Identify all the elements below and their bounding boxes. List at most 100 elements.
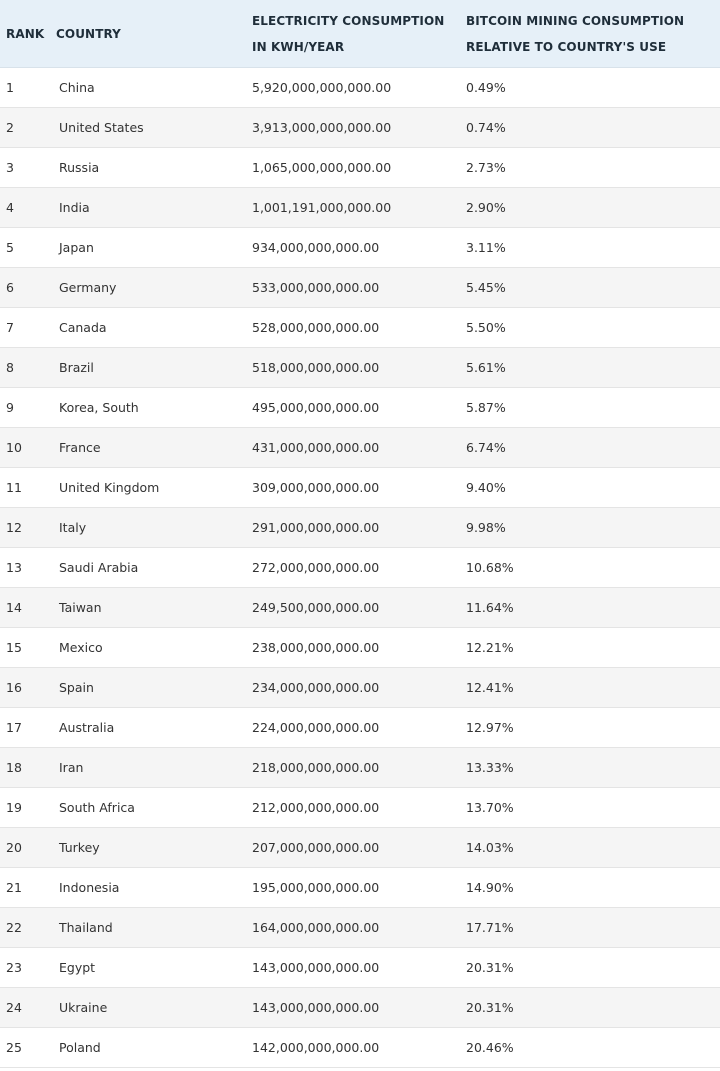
electricity-cell: 195,000,000,000.00 [252, 880, 380, 895]
bitcoin-share-cell: 17.71% [466, 920, 514, 935]
bitcoin-share-cell: 0.49% [466, 80, 506, 95]
rank-cell: 13 [6, 560, 22, 575]
country-cell: Canada [59, 320, 107, 335]
bitcoin-share-cell: 13.70% [466, 800, 514, 815]
bitcoin-share-cell: 20.46% [466, 1040, 514, 1055]
rank-cell: 25 [6, 1040, 22, 1055]
column-header-bitcoin-line1: BITCOIN MINING CONSUMPTION [466, 14, 685, 28]
country-cell: India [59, 200, 90, 215]
country-cell: Japan [59, 240, 94, 255]
bitcoin-share-cell: 5.61% [466, 360, 506, 375]
bitcoin-share-cell: 12.41% [466, 680, 514, 695]
electricity-cell: 533,000,000,000.00 [252, 280, 380, 295]
table-row: 11 United Kingdom 309,000,000,000.00 9.40% [0, 468, 720, 508]
bitcoin-share-cell: 5.50% [466, 320, 506, 335]
table-row: 12 Italy 291,000,000,000.00 9.98% [0, 508, 720, 548]
electricity-cell: 207,000,000,000.00 [252, 840, 380, 855]
table-row: 15 Mexico 238,000,000,000.00 12.21% [0, 628, 720, 668]
bitcoin-share-cell: 5.45% [466, 280, 506, 295]
country-cell: United States [59, 120, 144, 135]
table-row: 3 Russia 1,065,000,000,000.00 2.73% [0, 148, 720, 188]
table-row: 23 Egypt 143,000,000,000.00 20.31% [0, 948, 720, 988]
country-cell: Iran [59, 760, 84, 775]
rank-cell: 18 [6, 760, 22, 775]
table-row: 16 Spain 234,000,000,000.00 12.41% [0, 668, 720, 708]
table-row: 5 Japan 934,000,000,000.00 3.11% [0, 228, 720, 268]
rank-cell: 22 [6, 920, 22, 935]
country-cell: Indonesia [59, 880, 120, 895]
electricity-cell: 272,000,000,000.00 [252, 560, 380, 575]
rank-cell: 20 [6, 840, 22, 855]
bitcoin-share-cell: 5.87% [466, 400, 506, 415]
bitcoin-share-cell: 2.73% [466, 160, 506, 175]
rank-cell: 15 [6, 640, 22, 655]
country-cell: Australia [59, 720, 115, 735]
table-row: 4 India 1,001,191,000,000.00 2.90% [0, 188, 720, 228]
electricity-cell: 218,000,000,000.00 [252, 760, 380, 775]
column-header-electricity-line2: IN KWH/YEAR [252, 40, 345, 54]
rank-cell: 11 [6, 480, 22, 495]
table-row: 20 Turkey 207,000,000,000.00 14.03% [0, 828, 720, 868]
electricity-cell: 309,000,000,000.00 [252, 480, 380, 495]
rank-cell: 12 [6, 520, 22, 535]
country-cell: Egypt [59, 960, 96, 975]
column-header-rank-label: RANK [6, 26, 45, 41]
electricity-cell: 291,000,000,000.00 [252, 520, 380, 535]
rank-cell: 16 [6, 680, 22, 695]
table-row: 22 Thailand 164,000,000,000.00 17.71% [0, 908, 720, 948]
table-row: 9 Korea, South 495,000,000,000.00 5.87% [0, 388, 720, 428]
country-cell: Poland [59, 1040, 101, 1055]
rank-cell: 5 [6, 240, 14, 255]
electricity-cell: 224,000,000,000.00 [252, 720, 380, 735]
rank-cell: 23 [6, 960, 22, 975]
electricity-cell: 5,920,000,000,000.00 [252, 80, 392, 95]
electricity-cell: 212,000,000,000.00 [252, 800, 380, 815]
electricity-cell: 238,000,000,000.00 [252, 640, 380, 655]
electricity-cell: 1,065,000,000,000.00 [252, 160, 392, 175]
table-row: 10 France 431,000,000,000.00 6.74% [0, 428, 720, 468]
table-row: 13 Saudi Arabia 272,000,000,000.00 10.68% [0, 548, 720, 588]
bitcoin-share-cell: 14.90% [466, 880, 514, 895]
country-cell: China [59, 80, 95, 95]
bitcoin-share-cell: 20.31% [466, 1000, 514, 1015]
country-cell: Brazil [59, 360, 94, 375]
column-header-bitcoin: BITCOIN MINING CONSUMPTION RELATIVE TO C… [465, 0, 720, 67]
electricity-cell: 164,000,000,000.00 [252, 920, 380, 935]
rank-cell: 4 [6, 200, 14, 215]
rank-cell: 2 [6, 120, 14, 135]
country-cell: Taiwan [59, 600, 102, 615]
table-row: 1 China 5,920,000,000,000.00 0.49% [0, 68, 720, 108]
rank-cell: 6 [6, 280, 14, 295]
country-cell: Russia [59, 160, 100, 175]
rank-cell: 17 [6, 720, 22, 735]
country-cell: Turkey [59, 840, 100, 855]
electricity-cell: 495,000,000,000.00 [252, 400, 380, 415]
country-cell: Saudi Arabia [59, 560, 139, 575]
electricity-cell: 143,000,000,000.00 [252, 960, 380, 975]
column-header-electricity-line1: ELECTRICITY CONSUMPTION [252, 14, 445, 28]
table-header: RANK COUNTRY ELECTRICITY CONSUMPTION IN … [0, 0, 720, 68]
bitcoin-share-cell: 12.21% [466, 640, 514, 655]
electricity-cell: 249,500,000,000.00 [252, 600, 380, 615]
electricity-cell: 528,000,000,000.00 [252, 320, 380, 335]
rank-cell: 10 [6, 440, 22, 455]
country-cell: Spain [59, 680, 94, 695]
table-row: 24 Ukraine 143,000,000,000.00 20.31% [0, 988, 720, 1028]
rank-cell: 1 [6, 80, 14, 95]
column-header-country-label: COUNTRY [56, 26, 121, 41]
electricity-cell: 1,001,191,000,000.00 [252, 200, 392, 215]
table-row: 17 Australia 224,000,000,000.00 12.97% [0, 708, 720, 748]
column-header-electricity: ELECTRICITY CONSUMPTION IN KWH/YEAR [252, 0, 465, 67]
bitcoin-share-cell: 6.74% [466, 440, 506, 455]
table-body: 1 China 5,920,000,000,000.00 0.49% 2 United S… [0, 68, 720, 1068]
table-row: 25 Poland 142,000,000,000.00 20.46% [0, 1028, 720, 1068]
column-header-rank: RANK [0, 0, 56, 67]
country-cell: South Africa [59, 800, 135, 815]
electricity-cell: 234,000,000,000.00 [252, 680, 380, 695]
table-row: 7 Canada 528,000,000,000.00 5.50% [0, 308, 720, 348]
bitcoin-share-cell: 11.64% [466, 600, 514, 615]
rank-cell: 24 [6, 1000, 22, 1015]
column-header-country: COUNTRY [56, 0, 252, 67]
table-row: 8 Brazil 518,000,000,000.00 5.61% [0, 348, 720, 388]
electricity-cell: 3,913,000,000,000.00 [252, 120, 392, 135]
